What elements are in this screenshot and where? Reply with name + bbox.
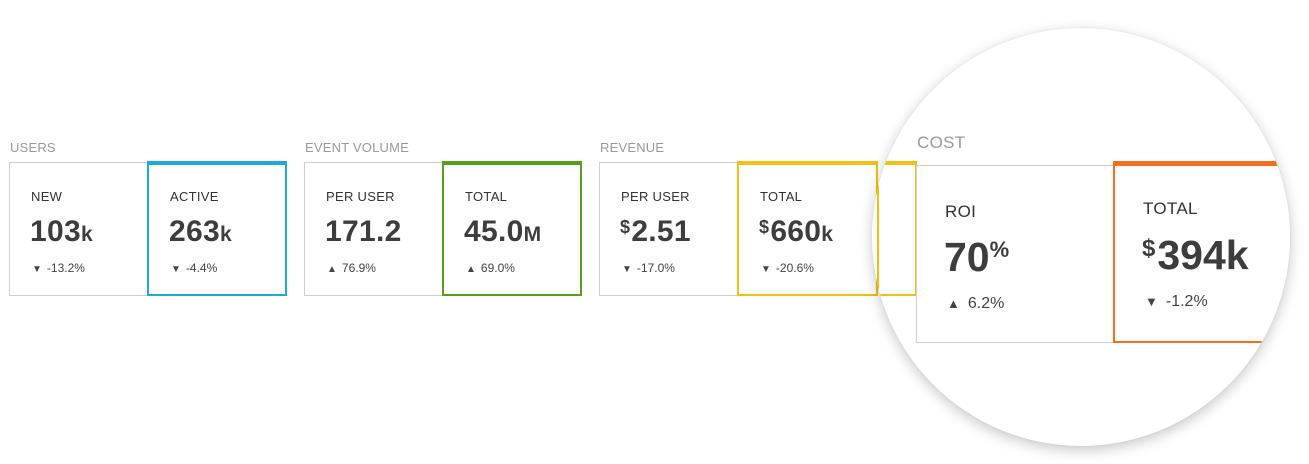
metric-card-events-total[interactable]: TOTAL 45.0M ▲ 69.0% [442,161,582,296]
group-label-users: USERS [10,140,56,155]
metric-change: ▼ -4.4% [171,261,218,275]
metric-value: $394k [1142,232,1249,278]
trend-up-icon: ▲ [947,296,960,311]
metric-value: $660k [759,215,834,248]
trend-up-icon: ▲ [466,264,476,275]
revenue-next-card-edge [877,161,917,296]
group-label-cost: COST [917,133,966,152]
metric-change: ▼ -20.6% [761,261,814,275]
metric-label: PER USER [621,189,690,204]
metric-label: TOTAL [760,189,803,204]
metric-label: ROI [945,202,977,221]
trend-down-icon: ▼ [1145,294,1158,309]
metric-card-events-per-user[interactable]: PER USER 171.2 ▲ 76.9% [304,162,444,296]
magnifier-lens: COST ROI 70% ▲ 6.2% TOTAL $394k ▼ -1.2% [872,28,1290,446]
trend-up-icon: ▲ [327,264,337,275]
metric-label: TOTAL [1143,199,1198,218]
metric-value: 263k [169,215,232,248]
metric-change: ▼ -1.2% [1145,293,1208,310]
metric-change: ▼ -13.2% [32,261,85,275]
metric-card-new-users[interactable]: NEW 103k ▼ -13.2% [9,162,149,296]
trend-down-icon: ▼ [171,264,181,275]
metric-label: ACTIVE [170,189,219,204]
trend-down-icon: ▼ [622,264,632,275]
metric-value: 45.0M [464,215,542,248]
metric-card-revenue-per-user[interactable]: PER USER $2.51 ▼ -17.0% [599,162,739,296]
metric-label: PER USER [326,189,395,204]
metric-change: ▼ -17.0% [622,261,675,275]
metric-value: 103k [30,215,93,248]
trend-down-icon: ▼ [32,264,42,275]
metric-card-revenue-total[interactable]: TOTAL $660k ▼ -20.6% [737,161,878,296]
metric-change: ▲ 6.2% [947,295,1005,312]
metric-card-roi[interactable]: ROI 70% ▲ 6.2% [916,165,1115,343]
metric-change: ▲ 76.9% [327,261,376,275]
group-label-revenue: REVENUE [600,140,665,155]
metric-card-cost-total[interactable]: TOTAL $394k ▼ -1.2% [1113,161,1290,343]
metric-label: NEW [31,189,63,204]
metric-value: $2.51 [620,215,691,248]
metric-card-active-users[interactable]: ACTIVE 263k ▼ -4.4% [147,161,287,296]
metric-label: TOTAL [465,189,508,204]
metric-value: 70% [944,234,1010,280]
trend-down-icon: ▼ [761,264,771,275]
metric-value: 171.2 [325,215,402,248]
metric-change: ▲ 69.0% [466,261,515,275]
group-label-event-volume: EVENT VOLUME [305,140,410,155]
